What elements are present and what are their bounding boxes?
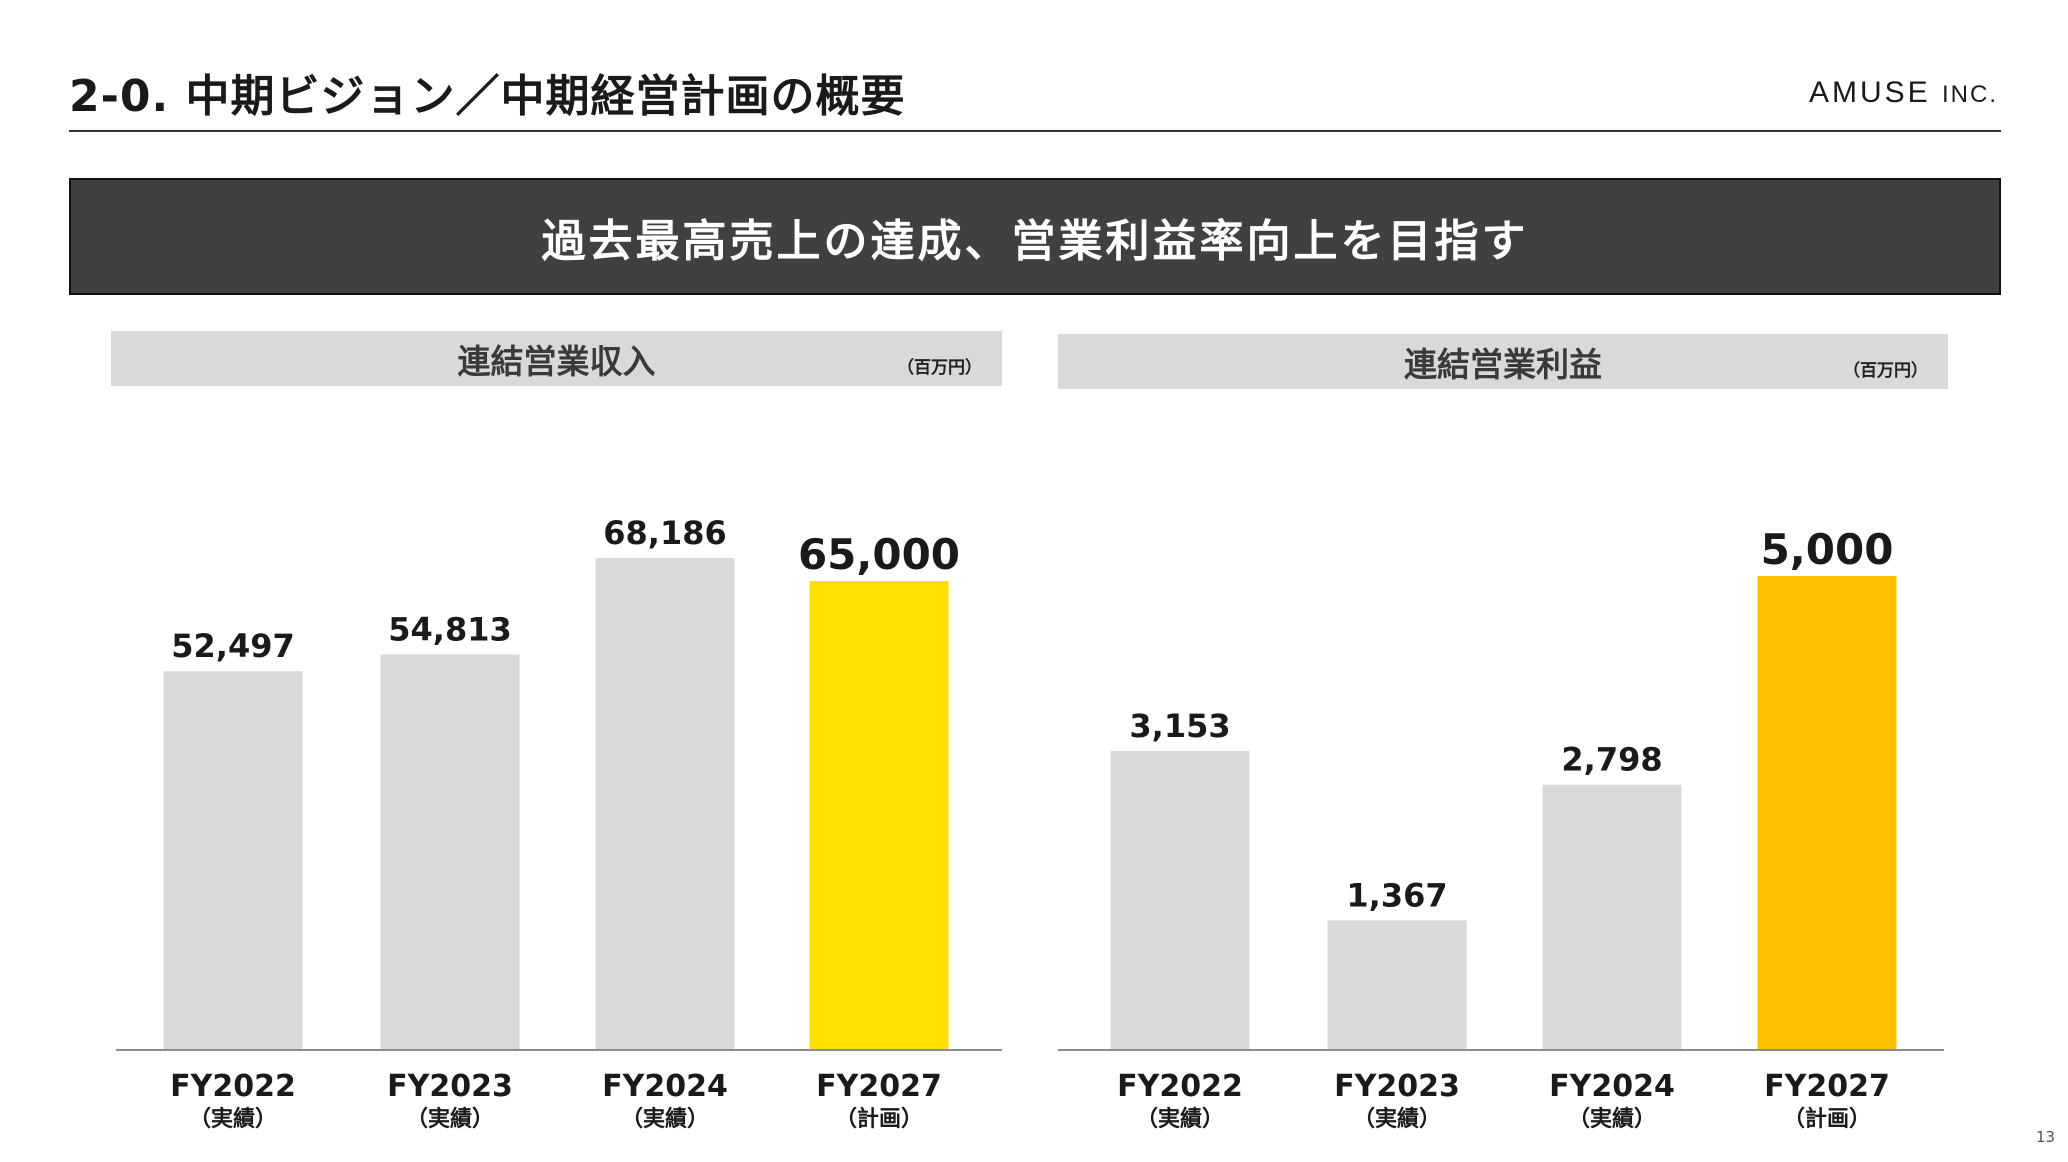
profit-bar	[1327, 920, 1467, 1050]
revenue-bar	[380, 654, 520, 1050]
revenue-category-note: （計画）	[835, 1106, 923, 1132]
brand-logo: AMUSE INC.	[1809, 76, 1998, 110]
revenue-value-label: 68,186	[603, 514, 726, 552]
revenue-category-label: FY2022	[170, 1069, 296, 1104]
revenue-category-note: （実績）	[406, 1106, 494, 1132]
profit-category-label: FY2024	[1549, 1069, 1675, 1104]
revenue-value-label: 54,813	[388, 610, 511, 648]
profit-category-label: FY2022	[1117, 1069, 1243, 1104]
profit-unit: （百万円）	[1843, 361, 1928, 381]
profit-category-note: （実績）	[1136, 1106, 1224, 1132]
revenue-unit: （百万円）	[897, 358, 982, 378]
profit-chart-header: 連結営業利益 （百万円）	[1058, 334, 1948, 389]
profit-value-label: 5,000	[1761, 525, 1894, 574]
page-title: 2-0. 中期ビジョン／中期経営計画の概要	[69, 71, 906, 122]
headline-banner: 過去最高売上の達成、営業利益率向上を目指す	[69, 178, 2001, 295]
title-divider	[69, 130, 2001, 132]
revenue-category-label: FY2027	[816, 1069, 942, 1104]
profit-category-note: （実績）	[1353, 1106, 1441, 1132]
revenue-chart-header: 連結営業収入 （百万円）	[111, 331, 1002, 386]
profit-chart-title: 連結営業利益	[1404, 344, 1602, 384]
profit-category-label: FY2023	[1334, 1069, 1460, 1104]
revenue-value-label: 52,497	[171, 627, 294, 665]
profit-bar	[1757, 576, 1897, 1050]
profit-value-label: 1,367	[1346, 876, 1447, 914]
profit-bar	[1542, 784, 1682, 1050]
revenue-category-note: （実績）	[189, 1106, 277, 1132]
revenue-bar	[163, 671, 303, 1050]
profit-category-note: （実績）	[1568, 1106, 1656, 1132]
page-number: 13	[2036, 1128, 2056, 1146]
revenue-chart-title: 連結営業収入	[457, 341, 656, 381]
banner-text: 過去最高売上の達成、営業利益率向上を目指す	[541, 215, 1529, 267]
revenue-category-label: FY2023	[387, 1069, 513, 1104]
revenue-category-label: FY2024	[602, 1069, 728, 1104]
profit-bar	[1110, 751, 1250, 1050]
revenue-bar	[809, 580, 949, 1050]
revenue-value-label: 65,000	[798, 530, 960, 579]
brand-suffix: INC.	[1942, 81, 1998, 108]
profit-category-note: （計画）	[1783, 1106, 1871, 1132]
revenue-bar	[595, 558, 735, 1050]
profit-value-label: 2,798	[1561, 741, 1662, 779]
brand-main: AMUSE	[1808, 76, 1931, 109]
profit-category-label: FY2027	[1764, 1069, 1890, 1104]
profit-value-label: 3,153	[1129, 707, 1230, 745]
revenue-category-note: （実績）	[621, 1106, 709, 1132]
